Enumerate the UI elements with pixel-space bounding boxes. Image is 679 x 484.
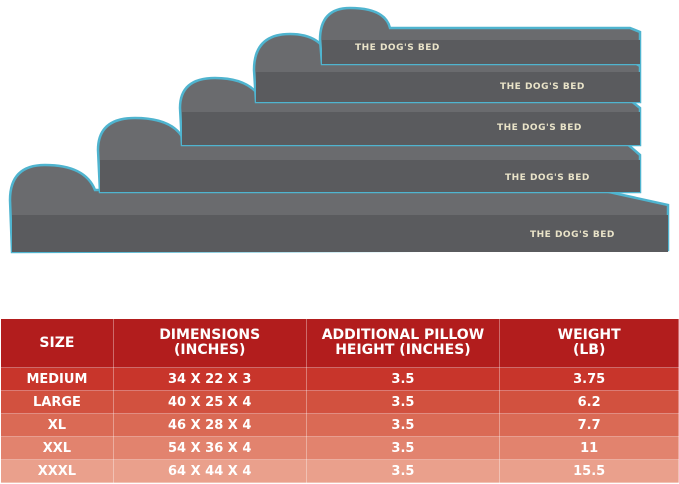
header-cell: ADDITIONAL PILLOW HEIGHT (INCHES): [305, 318, 501, 368]
table-cell: LARGE: [0, 390, 114, 414]
size-table: SIZE DIMENSIONS (INCHES) ADDITIONAL PILLOW H…: [0, 318, 679, 483]
table-row: XL 46 X 28 X 4 3.5 7.7: [0, 413, 679, 437]
table-row: LARGE 40 X 25 X 4 3.5 6.2: [0, 390, 679, 414]
header-cell: WEIGHT (LB): [499, 318, 679, 368]
table-cell: 11: [499, 436, 679, 460]
header-cell: SIZE: [0, 318, 114, 368]
table-cell: 34 X 22 X 3: [112, 367, 307, 391]
header-cell: DIMENSIONS (INCHES): [112, 318, 307, 368]
table-cell: XL: [0, 413, 114, 437]
header-row: SIZE DIMENSIONS (INCHES) ADDITIONAL PILLOW H…: [0, 318, 679, 368]
table-cell: 40 X 25 X 4: [112, 390, 307, 414]
header-text: DIMENSIONS: [159, 327, 261, 343]
table-row: MEDIUM 34 X 22 X 3 3.5 3.75: [0, 367, 679, 391]
header-text: (LB): [572, 342, 606, 358]
table-cell: XXXL: [0, 459, 114, 483]
table-cell: XXL: [0, 436, 114, 460]
brand-label: THE DOG'S BED: [505, 173, 590, 183]
table-cell: 3.5: [305, 413, 501, 437]
table-cell: 54 X 36 X 4: [112, 436, 307, 460]
table-cell: 64 X 44 X 4: [112, 459, 307, 483]
table-cell: 7.7: [499, 413, 679, 437]
table-cell: 6.2: [499, 390, 679, 414]
table-cell: MEDIUM: [0, 367, 114, 391]
table-cell: 15.5: [499, 459, 679, 483]
brand-label: THE DOG'S BED: [355, 43, 440, 53]
brand-label: THE DOG'S BED: [497, 123, 582, 133]
table-cell: 3.5: [305, 367, 501, 391]
table-cell: 3.5: [305, 459, 501, 483]
table-row: XXL 54 X 36 X 4 3.5 11: [0, 436, 679, 460]
table-cell: 3.75: [499, 367, 679, 391]
table-cell: 3.5: [305, 390, 501, 414]
bed-image: THE DOG'S BED THE DOG'S BED THE DOG'S BE…: [8, 6, 670, 254]
header-text: SIZE: [39, 334, 75, 351]
brand-label: THE DOG'S BED: [500, 82, 585, 92]
header-text: ADDITIONAL PILLOW: [321, 327, 485, 343]
brand-label: THE DOG'S BED: [530, 230, 615, 240]
table-row: XXXL 64 X 44 X 4 3.5 15.5: [0, 459, 679, 483]
bed-fronts: [12, 40, 668, 252]
table-cell: 46 X 28 X 4: [112, 413, 307, 437]
table-cell: 3.5: [305, 436, 501, 460]
header-text: WEIGHT: [557, 327, 621, 343]
header-text: HEIGHT (INCHES): [335, 342, 471, 358]
header-text: (INCHES): [174, 342, 246, 358]
